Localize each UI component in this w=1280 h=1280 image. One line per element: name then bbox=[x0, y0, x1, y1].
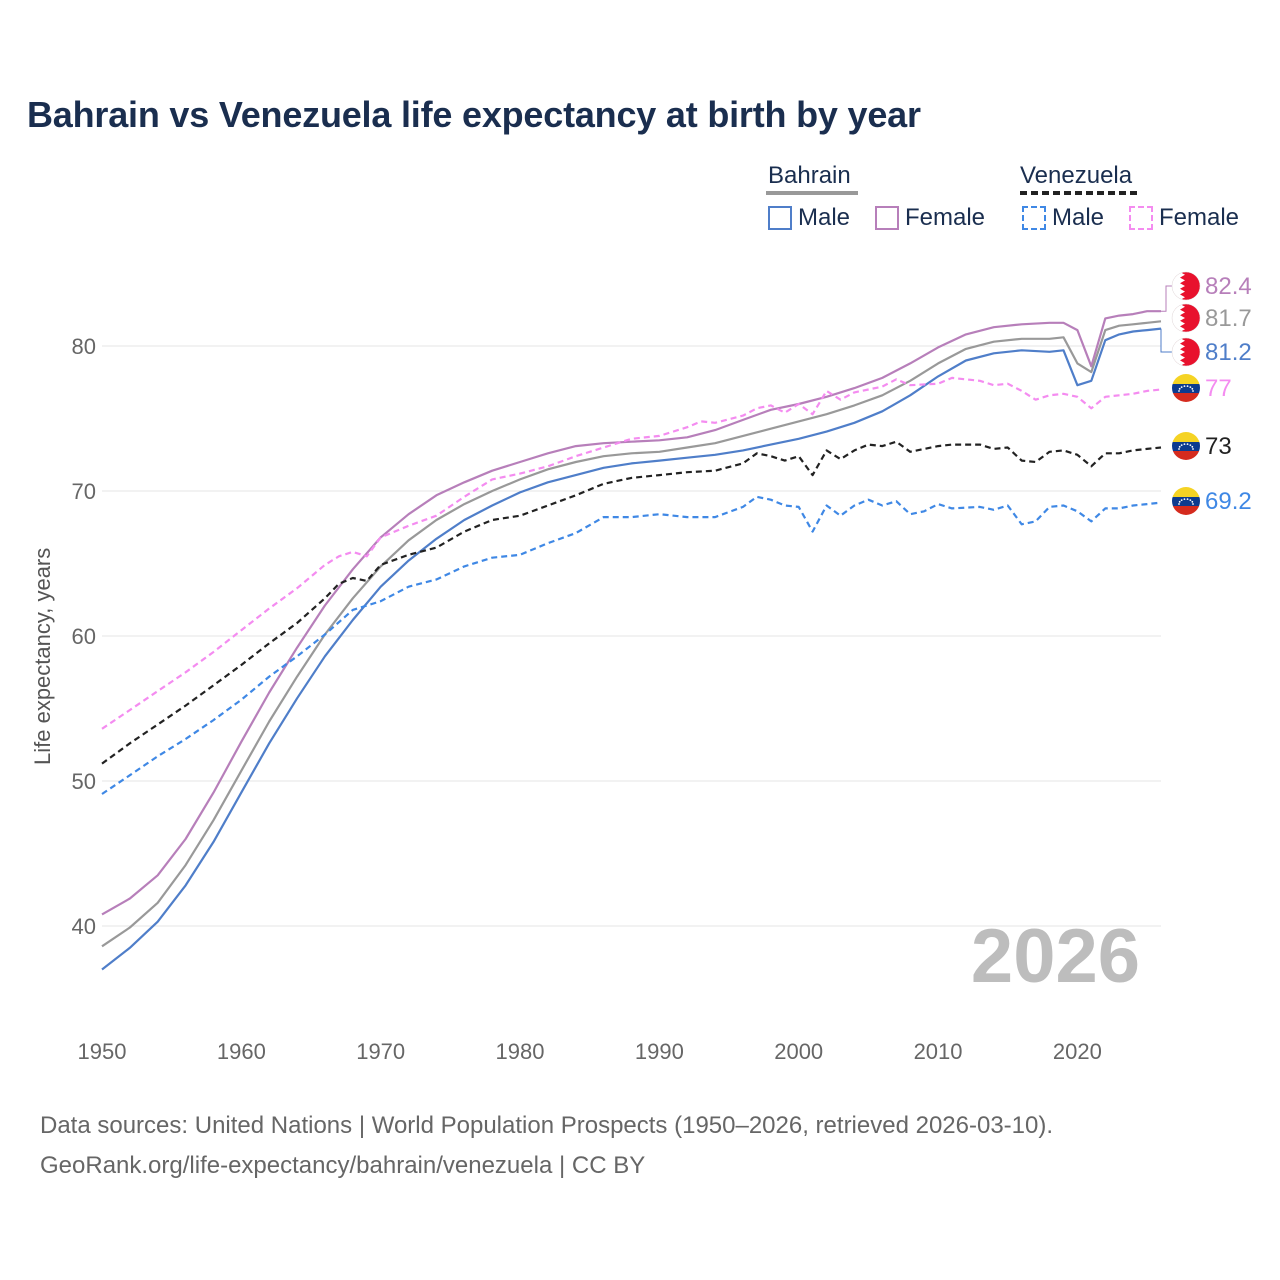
x-tick-label-1990: 1990 bbox=[635, 1039, 684, 1064]
series-line-bahrain-female[interactable] bbox=[101, 310, 1161, 916]
y-tick-label-60: 60 bbox=[72, 624, 96, 649]
legend-item-bahrain-female[interactable]: Female bbox=[875, 204, 985, 232]
grid bbox=[102, 345, 1161, 927]
line-chart: 2026 1950 1960 1970 1980 1990 2000 2010 2020 40… bbox=[72, 271, 1252, 1064]
legend-swatch-bahrain-male bbox=[768, 206, 792, 230]
flag-icon-bahrain-both bbox=[1171, 303, 1201, 333]
y-tick-label-50: 50 bbox=[72, 769, 96, 794]
legend-country-venezuela: Venezuela bbox=[1020, 162, 1133, 189]
x-tick-label-1980: 1980 bbox=[496, 1039, 545, 1064]
y-tick-label-70: 70 bbox=[72, 479, 96, 504]
x-tick-label-1960: 1960 bbox=[217, 1039, 266, 1064]
series-line-venezuela-female[interactable] bbox=[101, 376, 1162, 730]
flag-icon-venezuela-both bbox=[1172, 432, 1200, 460]
x-tick-label-1950: 1950 bbox=[78, 1039, 127, 1064]
legend-country-venezuela-line bbox=[1020, 191, 1140, 195]
legend-country-bahrain: Bahrain bbox=[768, 162, 851, 189]
legend-item-venezuela-female[interactable]: Female bbox=[1129, 204, 1239, 232]
series-line-venezuela-male[interactable] bbox=[101, 495, 1162, 795]
end-labels: 81.2 82.4 81.7 69.2 77 73 bbox=[1160, 271, 1252, 515]
end-label-bahrain-female: 82.4 bbox=[1205, 273, 1252, 300]
legend-label-bahrain-male: Male bbox=[798, 204, 851, 231]
legend-label-venezuela-female: Female bbox=[1159, 204, 1240, 231]
legend-item-venezuela-male[interactable]: Male bbox=[1022, 204, 1104, 232]
x-tick-label-2010: 2010 bbox=[914, 1039, 963, 1064]
series-line-bahrain-both[interactable] bbox=[101, 320, 1162, 948]
flag-icon-venezuela-female bbox=[1172, 374, 1200, 402]
source-line-2[interactable]: GeoRank.org/life-expectancy/bahrain/vene… bbox=[40, 1152, 646, 1179]
year-watermark: 2026 bbox=[971, 914, 1140, 999]
series-line-venezuela-both[interactable] bbox=[101, 440, 1162, 765]
y-tick-label-80: 80 bbox=[72, 334, 96, 359]
x-tick-label-2020: 2020 bbox=[1053, 1039, 1102, 1064]
series-lines bbox=[101, 310, 1162, 971]
legend-label-bahrain-female: Female bbox=[905, 204, 986, 231]
flag-icon-venezuela-male bbox=[1172, 487, 1200, 515]
legend-country-bahrain-line bbox=[766, 191, 858, 195]
legend-label-venezuela-male: Male bbox=[1052, 204, 1105, 231]
label-connector-bahrain-female bbox=[1161, 285, 1172, 312]
legend-swatch-venezuela-male bbox=[1022, 206, 1046, 230]
y-tick-label-40: 40 bbox=[72, 914, 96, 939]
x-axis: 1950 1960 1970 1980 1990 2000 2010 2020 bbox=[78, 1039, 1102, 1064]
y-axis: 40 50 60 70 80 bbox=[72, 334, 96, 939]
x-tick-label-1970: 1970 bbox=[356, 1039, 405, 1064]
source-note: Data sources: United Nations | World Pop… bbox=[40, 1106, 1053, 1186]
end-label-venezuela-male: 69.2 bbox=[1205, 488, 1252, 515]
legend-swatch-bahrain-female bbox=[875, 206, 899, 230]
chart-title: Bahrain vs Venezuela life expectancy at … bbox=[27, 94, 921, 135]
x-tick-label-2000: 2000 bbox=[774, 1039, 823, 1064]
y-axis-label: Life expectancy, years bbox=[30, 547, 55, 765]
legend-swatch-venezuela-female bbox=[1129, 206, 1153, 230]
end-label-venezuela-female: 77 bbox=[1205, 375, 1232, 402]
source-line-1: Data sources: United Nations | World Pop… bbox=[40, 1112, 1054, 1139]
end-label-venezuela-both: 73 bbox=[1205, 433, 1232, 460]
legend-item-bahrain-male[interactable]: Male bbox=[768, 204, 850, 232]
flag-icon-bahrain-female bbox=[1171, 271, 1201, 301]
end-label-bahrain-male: 81.2 bbox=[1205, 339, 1252, 366]
flag-icon-bahrain-male bbox=[1171, 337, 1201, 367]
series-line-bahrain-male[interactable] bbox=[101, 327, 1162, 971]
label-connector-bahrain-male bbox=[1160, 328, 1172, 353]
end-label-bahrain-both: 81.7 bbox=[1205, 305, 1252, 332]
